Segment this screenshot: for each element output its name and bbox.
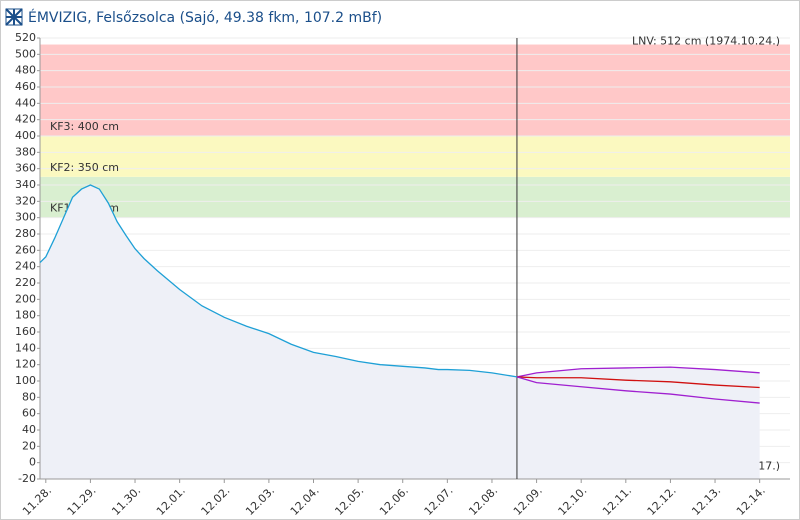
y-tick-label: 220 xyxy=(15,276,36,289)
x-tick-label: 12.08. xyxy=(466,484,500,518)
y-tick-label: 200 xyxy=(15,292,36,305)
area xyxy=(40,185,517,479)
y-tick-label: 480 xyxy=(15,64,36,77)
y-tick-label: 160 xyxy=(15,325,36,338)
y-tick-label: 100 xyxy=(15,374,36,387)
x-tick-label: 12.05. xyxy=(332,484,366,518)
y-tick-label: 500 xyxy=(15,47,36,60)
series-line xyxy=(516,376,760,404)
y-tick-label: 380 xyxy=(15,145,36,158)
x-tick-label: 12.02. xyxy=(199,484,233,518)
series-line xyxy=(516,376,760,389)
y-tick-label: 0 xyxy=(29,456,36,469)
y-tick-label: 120 xyxy=(15,358,36,371)
chart-title: ÉMVIZIG, Felsőzsolca (Sajó, 49.38 fkm, 1… xyxy=(28,9,382,26)
area xyxy=(516,367,760,479)
y-tick-label: 460 xyxy=(15,80,36,93)
x-tick-label: 12.06. xyxy=(377,484,411,518)
y-tick-label: 240 xyxy=(15,260,36,273)
threshold-zone xyxy=(40,176,790,218)
y-tick-label: 400 xyxy=(15,129,36,142)
threshold-label: KF3: 400 cm xyxy=(50,120,119,133)
y-tick-label: 420 xyxy=(15,113,36,126)
x-tick-label: 12.14. xyxy=(734,484,768,518)
x-tick-label: 12.04. xyxy=(288,484,322,518)
x-tick-label: 12.09. xyxy=(511,484,545,518)
x-tick-label: 12.13. xyxy=(689,484,723,518)
x-tick-label: 12.01. xyxy=(154,484,188,518)
y-tick-label: 260 xyxy=(15,243,36,256)
y-tick-label: 60 xyxy=(22,407,36,420)
series-line xyxy=(516,366,760,378)
logo xyxy=(5,8,23,26)
y-tick-label: 140 xyxy=(15,341,36,354)
threshold-label: KF2: 350 cm xyxy=(50,161,119,174)
x-tick-label: 12.10. xyxy=(555,484,589,518)
x-tick-label: 11.29. xyxy=(65,484,99,518)
threshold-zone xyxy=(40,136,790,177)
series-line xyxy=(39,184,518,378)
y-tick-label: 520 xyxy=(15,31,36,44)
y-tick-label: 180 xyxy=(15,309,36,322)
y-tick-label: -20 xyxy=(18,472,36,485)
threshold-zone xyxy=(40,44,790,136)
x-tick-label: 12.12. xyxy=(645,484,679,518)
y-tick-label: 360 xyxy=(15,162,36,175)
y-tick-label: 40 xyxy=(22,423,36,436)
x-tick-label: 11.30. xyxy=(109,484,143,518)
y-tick-label: 280 xyxy=(15,227,36,240)
y-tick-label: 20 xyxy=(22,439,36,452)
x-tick-label: 12.11. xyxy=(600,484,634,518)
y-tick-label: 320 xyxy=(15,194,36,207)
x-tick-label: 11.28. xyxy=(20,484,54,518)
y-tick-label: 340 xyxy=(15,178,36,191)
x-tick-label: 12.03. xyxy=(243,484,277,518)
y-tick-label: 300 xyxy=(15,211,36,224)
y-tick-label: 80 xyxy=(22,390,36,403)
y-tick-label: 440 xyxy=(15,96,36,109)
lnv-label: LNV: 512 cm (1974.10.24.) xyxy=(632,35,780,48)
x-tick-label: 12.07. xyxy=(422,484,456,518)
